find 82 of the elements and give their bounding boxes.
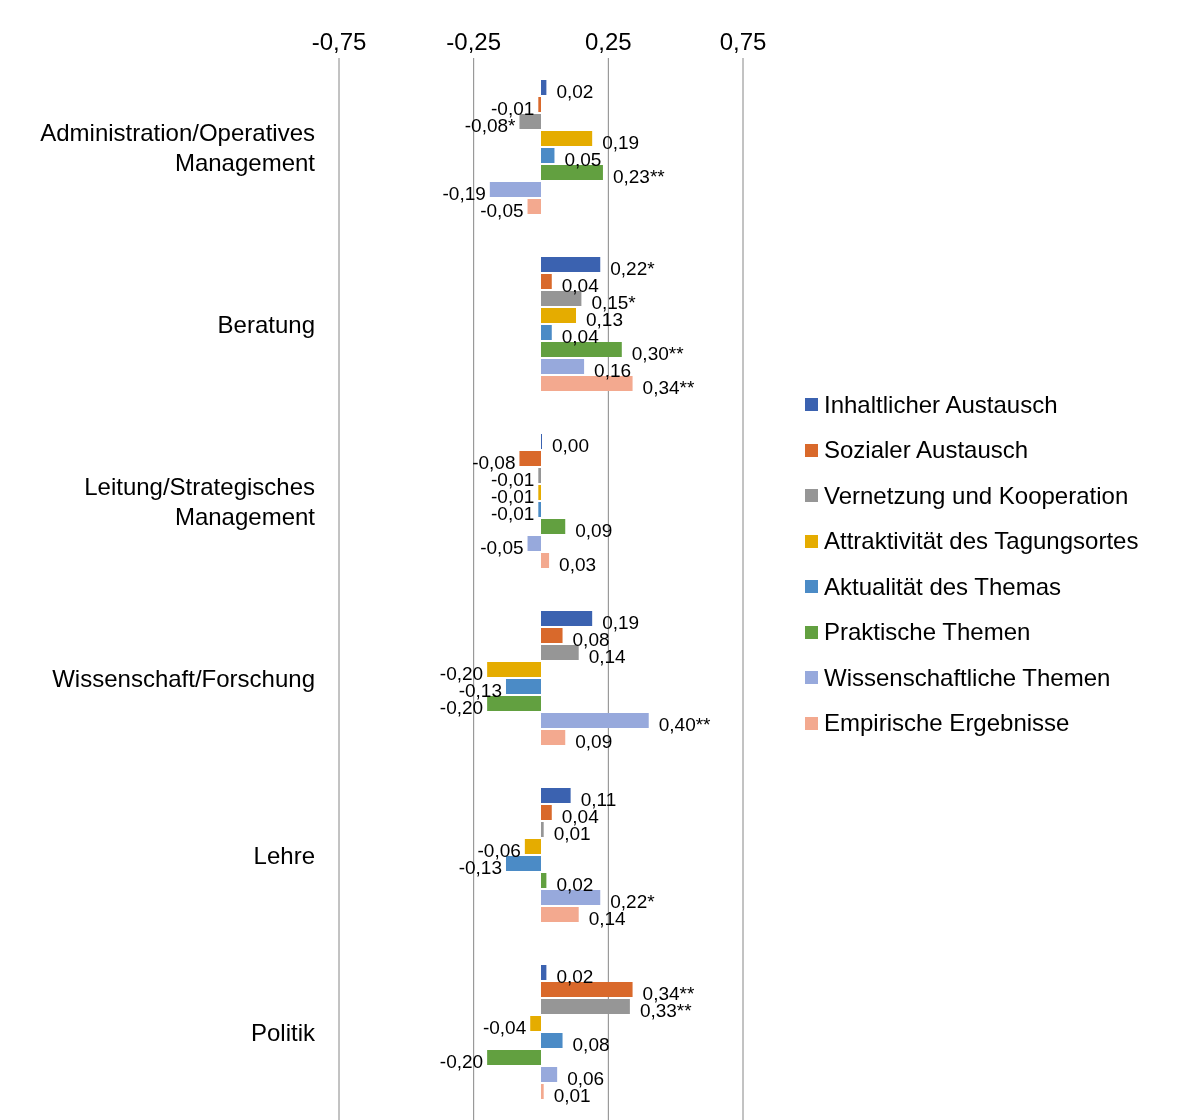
bar: [541, 308, 577, 323]
data-label: 0,30**: [631, 343, 685, 364]
bar: [541, 131, 593, 146]
bar: [541, 274, 552, 289]
bar: [541, 873, 547, 888]
bar: [530, 1016, 541, 1031]
data-label: 0,05: [564, 149, 602, 170]
bar: [519, 451, 541, 466]
y-tick-label: Administration/Operatives Management: [40, 118, 316, 175]
data-label: -0,06: [477, 840, 521, 861]
data-label: 0,06: [567, 1068, 605, 1089]
data-label: -0,01: [490, 98, 535, 119]
y-tick-label: Leitung/Strategisches Management: [84, 472, 316, 529]
bar: [541, 80, 547, 95]
data-label: 0,34**: [642, 983, 695, 1004]
bar: [527, 536, 541, 551]
data-label: -0,20: [439, 663, 484, 684]
legend-label: Sozialer Austausch: [824, 436, 1029, 465]
legend-label: Inhaltlicher Austausch: [824, 390, 1058, 419]
bar: [541, 553, 550, 568]
data-label: -0,08: [472, 452, 516, 473]
bar: [541, 1033, 563, 1048]
data-label: 0,22*: [610, 891, 656, 912]
y-tick-label: Lehre: [253, 841, 315, 868]
data-label: 0,40**: [658, 714, 712, 735]
bar: [541, 999, 630, 1014]
bar: [541, 788, 571, 803]
legend-label: Vernetzung und Kooperation: [824, 481, 1129, 510]
bar: [487, 1050, 541, 1065]
bar: [505, 679, 541, 694]
data-label: 0,09: [575, 731, 613, 752]
data-label: 0,23**: [612, 166, 666, 187]
data-label: 0,09: [575, 520, 613, 541]
bar: [541, 519, 566, 534]
data-label: 0,16: [594, 360, 632, 381]
bar: [541, 730, 566, 745]
data-label: 0,03: [559, 554, 597, 575]
bar: [524, 839, 541, 854]
y-tick-label: Politik: [250, 1018, 316, 1045]
bar: [541, 148, 555, 163]
legend-label: Empirische Ergebnisse: [824, 709, 1070, 738]
data-label: 0,34**: [642, 377, 695, 398]
data-label: -0,05: [480, 537, 524, 558]
bar: [541, 1067, 558, 1082]
bar: [487, 662, 541, 677]
data-label: 0,00: [552, 435, 589, 456]
data-label: 0,08: [572, 1034, 610, 1055]
bar: [541, 628, 563, 643]
bar: [541, 822, 544, 837]
bar: [541, 325, 552, 340]
data-label: -0,20: [439, 1051, 484, 1072]
bar: [538, 485, 541, 500]
x-tick-label: -0,25: [446, 28, 502, 55]
data-label: -0,04: [482, 1017, 527, 1038]
legend-label: Attraktivität des Tagungsortes: [824, 527, 1139, 556]
legend-label: Praktische Themen: [824, 618, 1031, 647]
bar: [541, 359, 585, 374]
y-tick-label: Wissenschaft/Forschung: [52, 664, 315, 691]
data-label: 0,11: [580, 789, 617, 810]
data-label: 0,02: [556, 81, 594, 102]
bar: [541, 805, 552, 820]
data-label: 0,22*: [610, 258, 656, 279]
bar: [538, 468, 541, 483]
bar: [541, 1084, 544, 1099]
x-tick-label: 0,75: [719, 28, 767, 55]
data-label: 0,02: [556, 874, 594, 895]
bar: [541, 907, 579, 922]
bar: [527, 199, 541, 214]
x-tick-label: 0,25: [584, 28, 632, 55]
bar: [538, 502, 541, 517]
data-label: 0,02: [556, 966, 594, 987]
bar: [541, 257, 601, 272]
legend-label: Aktualität des Themas: [824, 572, 1062, 601]
legend-label: Wissenschaftliche Themen: [824, 663, 1111, 692]
bar: [489, 182, 541, 197]
bar: [541, 713, 649, 728]
bar: [538, 97, 541, 112]
data-label: 0,19: [602, 132, 640, 153]
x-tick-label: -0,75: [311, 28, 367, 55]
bar: [541, 965, 547, 980]
bar: [541, 611, 593, 626]
y-tick-label: Beratung: [217, 310, 315, 337]
